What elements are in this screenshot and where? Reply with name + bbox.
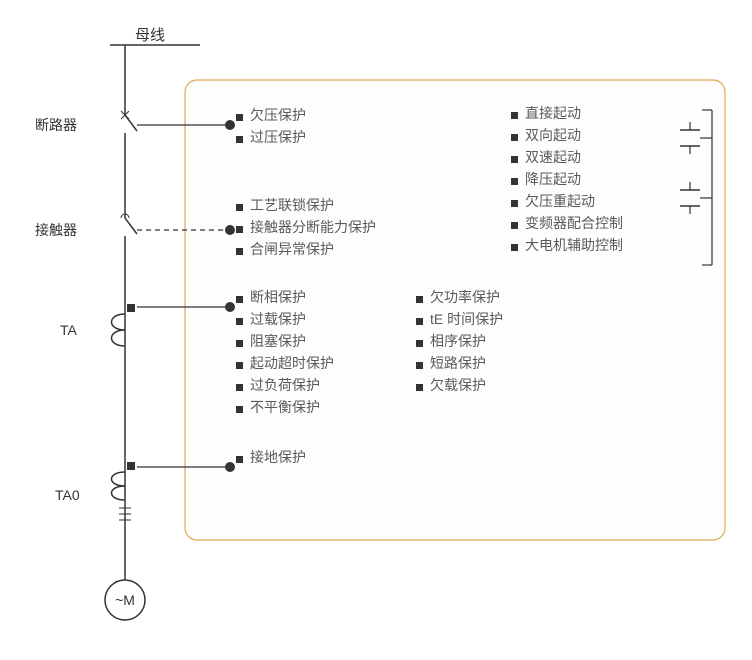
bullet-icon (236, 204, 243, 211)
list-item: 欠压保护 (250, 107, 306, 123)
list-item: 起动超时保护 (250, 355, 334, 371)
ta-label: TA (60, 322, 78, 338)
contactor-label: 接触器 (35, 222, 77, 238)
list-item: 变频器配合控制 (525, 215, 623, 231)
list-item: 不平衡保护 (250, 399, 320, 415)
list-item: 大电机辅助控制 (525, 237, 623, 253)
bullet-icon (511, 244, 518, 251)
bullet-icon (236, 136, 243, 143)
bullet-icon (236, 248, 243, 255)
bullet-icon (236, 114, 243, 121)
list-item: 双向起动 (525, 127, 581, 143)
bullet-icon (511, 112, 518, 119)
ta0-label: TA0 (55, 487, 80, 503)
connector-dot (225, 462, 235, 472)
list-item: 工艺联锁保护 (250, 197, 334, 213)
motor-label: ~M (115, 592, 135, 608)
connector-dot (225, 120, 235, 130)
list-item: 直接起动 (525, 105, 581, 121)
bullet-icon (511, 134, 518, 141)
list-item: 接地保护 (250, 449, 306, 465)
bullet-icon (236, 318, 243, 325)
list-item: 欠载保护 (430, 377, 486, 393)
bullet-icon (236, 362, 243, 369)
breaker-label: 断路器 (35, 117, 77, 133)
list-item: 断相保护 (250, 289, 306, 305)
bullet-icon (416, 296, 423, 303)
list-item: 相序保护 (430, 333, 486, 349)
bullet-icon (236, 456, 243, 463)
bullet-icon (416, 362, 423, 369)
list-item: 接触器分断能力保护 (250, 219, 376, 235)
list-item: 降压起动 (525, 171, 581, 187)
connector-dot (225, 302, 235, 312)
bullet-icon (416, 384, 423, 391)
bullet-icon (511, 178, 518, 185)
bullet-icon (511, 222, 518, 229)
list-item: 欠压重起动 (525, 193, 595, 209)
feature-box (185, 80, 725, 540)
list-item: 合闸异常保护 (250, 241, 334, 257)
list-item: tE 时间保护 (430, 311, 503, 327)
list-item: 短路保护 (430, 355, 486, 371)
bullet-icon (236, 340, 243, 347)
bullet-icon (416, 318, 423, 325)
bullet-icon (511, 156, 518, 163)
busbar-label: 母线 (135, 27, 165, 44)
list-item: 过负荷保护 (250, 377, 320, 393)
bullet-icon (236, 406, 243, 413)
bullet-icon (511, 200, 518, 207)
list-item: 阻塞保护 (250, 333, 306, 349)
connector-dot (225, 225, 235, 235)
bullet-icon (236, 226, 243, 233)
list-item: 欠功率保护 (430, 289, 500, 305)
list-item: 双速起动 (525, 149, 581, 165)
list-item: 过压保护 (250, 129, 306, 145)
bullet-icon (236, 296, 243, 303)
list-item: 过载保护 (250, 311, 306, 327)
bullet-icon (236, 384, 243, 391)
bullet-icon (416, 340, 423, 347)
